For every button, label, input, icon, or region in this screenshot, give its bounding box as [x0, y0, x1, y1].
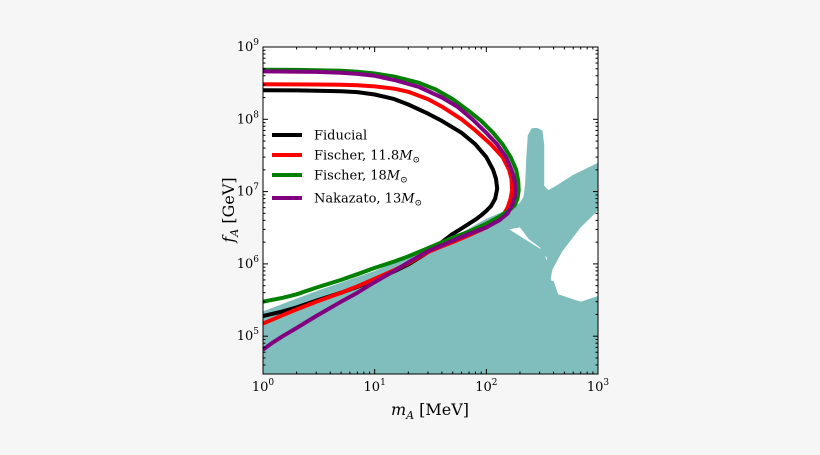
legend-label-4: Nakazato, 13M⊙	[314, 192, 422, 209]
x-tick-label: 101	[364, 378, 386, 395]
y-axis-label: fA [GeV]	[219, 177, 241, 243]
x-axis-label: mA [MeV]	[391, 400, 469, 422]
y-tick-label: 108	[237, 110, 260, 127]
legend-label-3: Fischer, 18M⊙	[314, 169, 408, 186]
series-line-3	[263, 67, 521, 304]
series-line-2	[263, 82, 515, 326]
y-tick-label: 107	[237, 183, 260, 200]
legend-label-1: Fiducial	[314, 129, 367, 144]
x-tick-label: 100	[252, 378, 275, 395]
y-tick-label: 106	[237, 255, 260, 272]
series-line-4	[263, 69, 518, 352]
y-tick-label: 105	[237, 327, 260, 344]
plot-frame	[262, 46, 599, 375]
y-tick-label: 109	[237, 38, 260, 55]
x-tick-label: 103	[587, 378, 610, 395]
legend-label-2: Fischer, 11.8M⊙	[314, 149, 420, 166]
x-tick-label: 102	[475, 378, 497, 395]
